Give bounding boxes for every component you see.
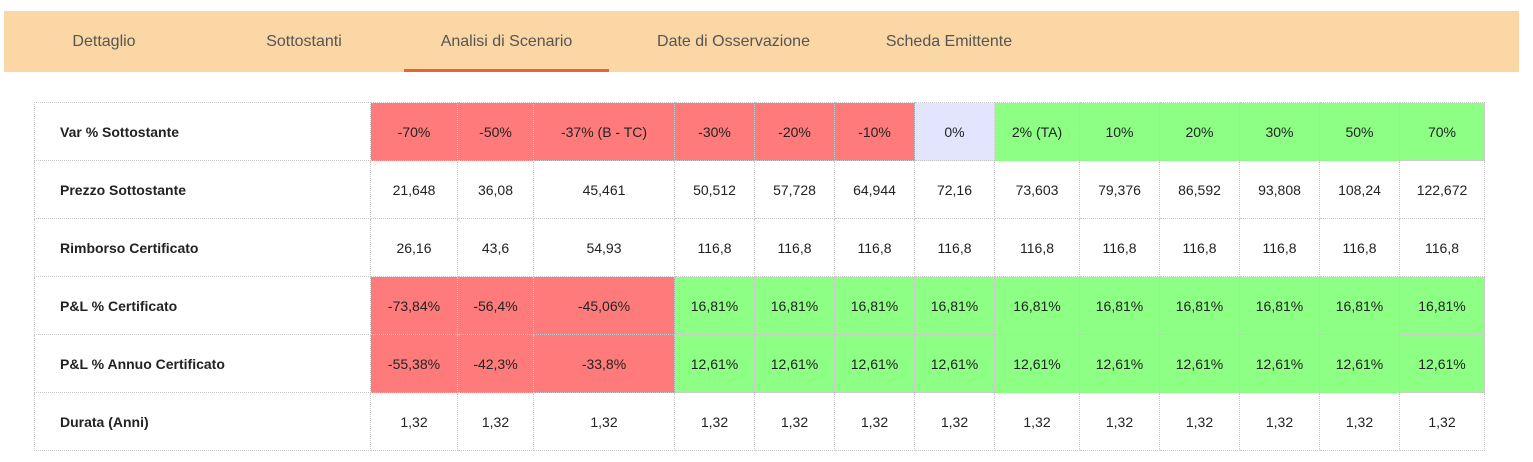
table-cell: 43,6 — [457, 218, 534, 277]
table-cell: 16,81% — [914, 276, 995, 335]
table-cell: -50% — [457, 102, 534, 161]
table-cell: 70% — [1399, 102, 1485, 161]
table-cell: -42,3% — [457, 334, 534, 393]
table-cell: 54,93 — [533, 218, 675, 277]
table-cell: 1,32 — [834, 392, 915, 451]
table-cell: 116,8 — [1079, 218, 1160, 277]
table-cell: 72,16 — [914, 160, 995, 219]
table-cell: -55,38% — [370, 334, 458, 393]
row-label: Var % Sottostante — [34, 102, 371, 161]
tab-sottostanti[interactable]: Sottostanti — [266, 32, 342, 50]
table-cell: 16,81% — [754, 276, 835, 335]
table-cell: 1,32 — [533, 392, 675, 451]
table-cell: 16,81% — [1159, 276, 1240, 335]
table-row: Rimborso Certificato 26,16 43,6 54,93 116,8 1… — [34, 218, 1485, 277]
table-cell: 116,8 — [1159, 218, 1240, 277]
table-cell: 1,32 — [1319, 392, 1400, 451]
table-cell: 1,32 — [457, 392, 534, 451]
scenario-table: Var % Sottostante -70% -50% -37% (B - TC) -3… — [34, 102, 1485, 451]
table-cell: 116,8 — [674, 218, 755, 277]
table-cell: -30% — [674, 102, 755, 161]
row-label: P&L % Certificato — [34, 276, 371, 335]
table-cell: -70% — [370, 102, 458, 161]
table-cell: 16,81% — [1319, 276, 1400, 335]
row-label: Durata (Anni) — [34, 392, 371, 451]
row-label: Rimborso Certificato — [34, 218, 371, 277]
table-cell: 1,32 — [1079, 392, 1160, 451]
table-cell: 12,61% — [1159, 334, 1240, 393]
tab-date-di-osservazione[interactable]: Date di Osservazione — [657, 32, 810, 50]
table-cell: 1,32 — [1159, 392, 1240, 451]
table-cell: -20% — [754, 102, 835, 161]
table-cell: 12,61% — [754, 334, 835, 393]
table-cell: 108,24 — [1319, 160, 1400, 219]
table-cell: -37% (B - TC) — [533, 102, 675, 161]
table-cell: 64,944 — [834, 160, 915, 219]
table-cell: 116,8 — [834, 218, 915, 277]
table-cell: 45,461 — [533, 160, 675, 219]
table-cell: 86,592 — [1159, 160, 1240, 219]
table-cell: 12,61% — [994, 334, 1080, 393]
table-row: Prezzo Sottostante 21,648 36,08 45,461 50,51… — [34, 160, 1485, 219]
table-cell: -56,4% — [457, 276, 534, 335]
table-cell: 1,32 — [1399, 392, 1485, 451]
table-cell: 26,16 — [370, 218, 458, 277]
tab-analisi-di-scenario[interactable]: Analisi di Scenario — [404, 11, 609, 72]
table-cell: 1,32 — [370, 392, 458, 451]
table-cell: 36,08 — [457, 160, 534, 219]
table-cell: 1,32 — [994, 392, 1080, 451]
table-cell: 57,728 — [754, 160, 835, 219]
table-cell: 10% — [1079, 102, 1160, 161]
table-cell: 12,61% — [1319, 334, 1400, 393]
table-cell: 16,81% — [1399, 276, 1485, 335]
table-row: Durata (Anni) 1,32 1,32 1,32 1,32 1,32 1,32 1,3… — [34, 392, 1485, 451]
table-cell: 12,61% — [834, 334, 915, 393]
table-cell: -45,06% — [533, 276, 675, 335]
table-cell: 50,512 — [674, 160, 755, 219]
tab-scheda-emittente[interactable]: Scheda Emittente — [885, 32, 1013, 50]
table-cell: 12,61% — [1079, 334, 1160, 393]
table-cell: 16,81% — [994, 276, 1080, 335]
table-cell: 93,808 — [1239, 160, 1320, 219]
table-cell: 16,81% — [674, 276, 755, 335]
table-cell: -10% — [834, 102, 915, 161]
table-cell: 1,32 — [674, 392, 755, 451]
table-cell: 12,61% — [1399, 334, 1485, 393]
table-cell: 73,603 — [994, 160, 1080, 219]
table-cell: 16,81% — [1239, 276, 1320, 335]
table-cell: 20% — [1159, 102, 1240, 161]
table-cell: 116,8 — [754, 218, 835, 277]
tab-dettaglio[interactable]: Dettaglio — [72, 32, 136, 50]
table-cell: 79,376 — [1079, 160, 1160, 219]
table-cell: 16,81% — [1079, 276, 1160, 335]
table-cell: 21,648 — [370, 160, 458, 219]
table-cell: 0% — [914, 102, 995, 161]
row-label: Prezzo Sottostante — [34, 160, 371, 219]
table-cell: 116,8 — [1239, 218, 1320, 277]
table-cell: 30% — [1239, 102, 1320, 161]
row-label: P&L % Annuo Certificato — [34, 334, 371, 393]
table-cell: -73,84% — [370, 276, 458, 335]
tab-bar: Dettaglio Sottostanti Analisi di Scenari… — [4, 11, 1519, 72]
table-cell: 12,61% — [674, 334, 755, 393]
table-cell: 12,61% — [914, 334, 995, 393]
table-cell: 1,32 — [1239, 392, 1320, 451]
table-cell: 116,8 — [1399, 218, 1485, 277]
table-cell: 1,32 — [754, 392, 835, 451]
table-cell: 2% (TA) — [994, 102, 1080, 161]
table-cell: 50% — [1319, 102, 1400, 161]
table-cell: 1,32 — [914, 392, 995, 451]
table-cell: -33,8% — [533, 334, 675, 393]
table-row: P&L % Annuo Certificato -55,38% -42,3% -33,… — [34, 334, 1485, 393]
table-row: Var % Sottostante -70% -50% -37% (B - TC) -3… — [34, 102, 1485, 161]
table-cell: 12,61% — [1239, 334, 1320, 393]
table-cell: 116,8 — [994, 218, 1080, 277]
table-cell: 116,8 — [914, 218, 995, 277]
table-row: P&L % Certificato -73,84% -56,4% -45,06% 16,… — [34, 276, 1485, 335]
table-cell: 16,81% — [834, 276, 915, 335]
table-cell: 122,672 — [1399, 160, 1485, 219]
table-cell: 116,8 — [1319, 218, 1400, 277]
